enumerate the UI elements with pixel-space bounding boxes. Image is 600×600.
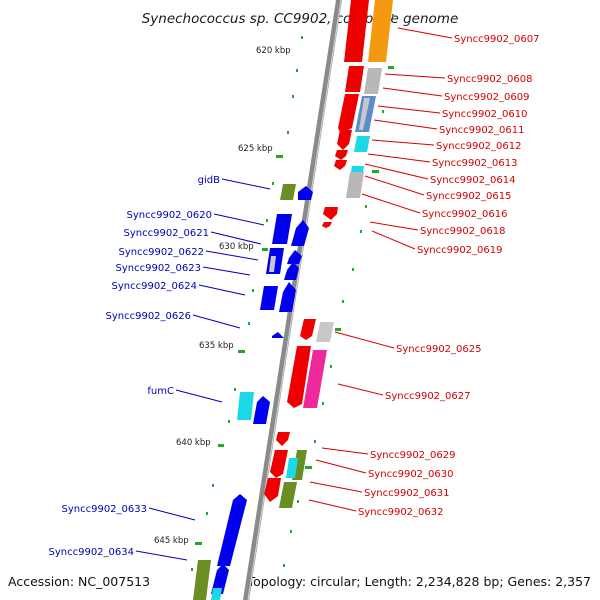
tick-label-635: 635 kbp [199,341,234,351]
gene-label: Syncc9902_0632 [358,507,444,518]
gene-0607-orange-arrow [368,0,393,62]
gene-label: Syncc9902_0633 [62,504,148,515]
gene-0621-arrow [291,220,309,246]
gene-0614-arrow [334,160,347,170]
gene-label: Syncc9902_0614 [430,175,516,186]
gene-0616-arrow [323,207,338,220]
gene-0627-magenta [303,350,327,408]
gene-label: Syncc9902_0609 [444,92,530,103]
gene-0632-olive [279,482,297,508]
gene-0629-arrow [276,432,290,446]
gene-0634-cyan [211,588,222,600]
gene-label: Syncc9902_0612 [436,141,522,152]
backbone-highlight [247,0,342,600]
left-leader-lines [135,178,271,561]
gene-label: Syncc9902_0629 [370,450,456,461]
right-labels: Syncc9902_0607 Syncc9902_0608 Syncc9902_… [358,34,540,518]
gene-fumC-arrow [253,396,270,424]
gene-fumC-cyan [237,392,254,420]
gene-0613-arrow [335,150,348,160]
gene-label: Syncc9902_0627 [385,391,471,402]
gene-label: Syncc9902_0621 [124,228,210,239]
gene-label: Syncc9902_0616 [422,209,508,220]
genome-title: Synechococcus sp. CC9902, complete genom… [142,11,459,27]
gene-gidB-olive [280,184,296,200]
tick-label-640: 640 kbp [176,438,211,448]
gene-label: fumC [147,386,174,397]
tick-label-625: 625 kbp [238,144,273,154]
left-labels: gidB Syncc9902_0620 Syncc9902_0621 Syncc… [49,175,221,558]
gene-0608-grey [364,68,382,94]
gene-0607-arrow [344,0,369,62]
gene-0611-grey [359,98,370,130]
gene-label: Syncc9902_0608 [447,74,533,85]
gene-label: Syncc9902_0630 [368,469,454,480]
gene-label: Syncc9902_0624 [112,281,198,292]
tick-label-630: 630 kbp [219,242,254,252]
gene-0634-arrow [211,564,229,594]
forward-strand-genes [264,0,393,508]
gene-0624-arrow [260,286,278,310]
gene-label: Syncc9902_0622 [119,247,205,258]
gene-0610-arrow [338,94,359,134]
gene-0614-cyan [351,166,364,172]
tick-label-645: 645 kbp [154,536,189,546]
gene-label: Syncc9902_0618 [420,226,506,237]
gene-label: Syncc9902_0607 [454,34,540,45]
gene-0626-arrow [272,332,284,338]
outer-tick-track-right [283,14,394,567]
gene-label: Syncc9902_0634 [49,547,135,558]
gene-0615-grey [346,172,364,198]
topology-text: Topology: circular; Length: 2,234,828 bp… [247,574,591,589]
gene-0611-arrow [337,130,352,150]
gene-0620-arrow [272,214,292,244]
gene-0612-cyan [354,136,370,152]
gene-0624b-arrow [279,282,296,312]
gene-label: Syncc9902_0623 [116,263,202,274]
gene-0631-arrow [264,478,281,502]
kbp-scale: 620 kbp 625 kbp 630 kbp 635 kbp 640 kbp … [154,46,291,546]
gene-label: Syncc9902_0613 [432,158,518,169]
gene-gidB-arrow [298,186,313,200]
gene-0623-arrow [287,250,302,264]
gene-0630-cyan [286,458,298,478]
gene-label: Syncc9902_0625 [396,344,482,355]
gene-0634-olive [193,560,211,600]
gene-label: Syncc9902_0610 [442,109,528,120]
gene-0608-arrow [345,66,364,92]
gene-0630-arrow [270,450,288,478]
gene-0623b-arrow [284,262,299,280]
gene-0625-grey [316,322,334,342]
gene-0618-arrow [322,222,332,228]
gene-label: Syncc9902_0620 [127,210,213,221]
right-leader-lines [308,27,453,512]
reverse-strand-genes [193,184,313,600]
gene-label: gidB [198,175,220,186]
accession-text: Accession: NC_007513 [8,574,150,589]
gene-label: Syncc9902_0619 [417,245,503,256]
gene-0633-arrow [217,494,247,566]
gene-label: Syncc9902_0626 [106,311,192,322]
gene-0625-arrow [300,319,316,340]
tick-label-620: 620 kbp [256,46,291,56]
outer-tick-track-left [191,36,303,571]
gene-0622-grey [269,256,276,272]
gene-0627-arrow [287,346,311,408]
gene-label: Syncc9902_0611 [439,125,525,136]
gene-label: Syncc9902_0615 [426,191,512,202]
gene-label: Syncc9902_0631 [364,488,450,499]
